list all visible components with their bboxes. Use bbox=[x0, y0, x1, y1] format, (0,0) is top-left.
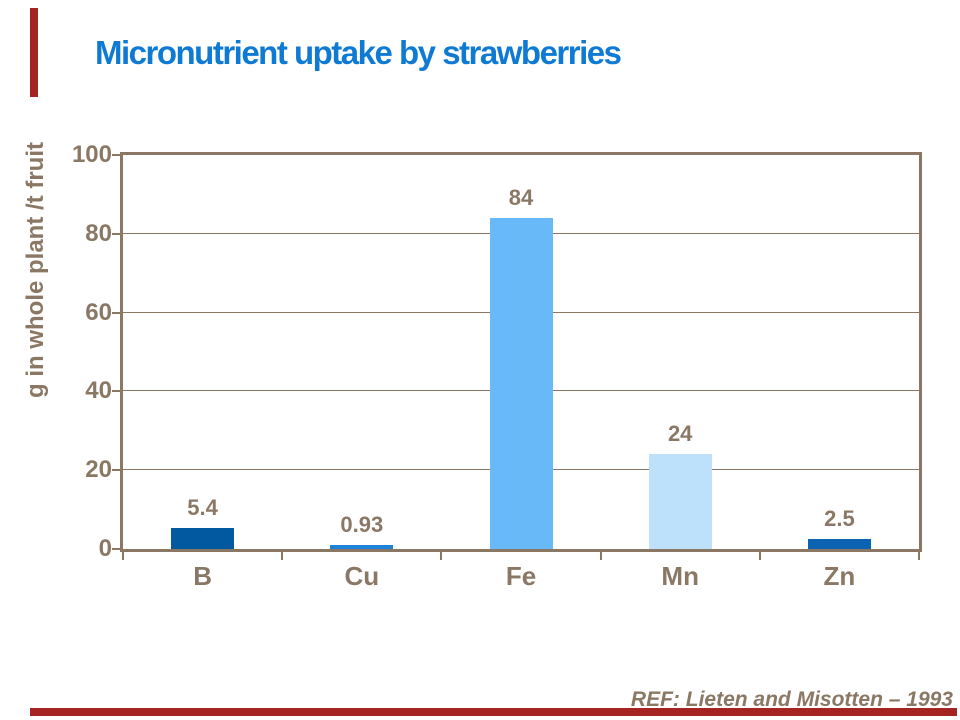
red-accent-bottom-bar bbox=[30, 708, 957, 716]
y-tick-mark-0 bbox=[112, 548, 123, 550]
y-tick-mark-80 bbox=[112, 232, 123, 235]
y-tick-label-20: 20 bbox=[85, 456, 112, 484]
x-tick-mark-3 bbox=[599, 552, 602, 560]
value-label-B: 5.4 bbox=[187, 494, 218, 520]
bar-Cu bbox=[330, 545, 394, 549]
chart-title: Micronutrient uptake by strawberries bbox=[95, 34, 622, 71]
category-label-Zn: Zn bbox=[823, 561, 856, 591]
bar-B bbox=[171, 527, 235, 549]
x-tick-mark-2 bbox=[440, 552, 443, 560]
y-tick-label-80: 80 bbox=[85, 219, 112, 247]
bar-Fe bbox=[489, 218, 553, 549]
y-tick-label-60: 60 bbox=[85, 298, 112, 326]
reference-text: REF: Lieten and Misotten – 1993 bbox=[630, 688, 953, 711]
y-tick-mark-100 bbox=[112, 154, 123, 156]
y-tick-mark-60 bbox=[112, 311, 123, 314]
y-tick-mark-40 bbox=[112, 390, 123, 393]
x-tick-mark-1 bbox=[281, 552, 284, 560]
category-label-Fe: Fe bbox=[505, 561, 537, 591]
y-tick-label-40: 40 bbox=[85, 377, 112, 405]
value-label-Mn: 24 bbox=[667, 421, 693, 447]
value-label-Fe: 84 bbox=[508, 185, 534, 211]
y-tick-mark-20 bbox=[112, 469, 123, 472]
category-label-Cu: Cu bbox=[344, 561, 380, 591]
category-label-Mn: Mn bbox=[661, 561, 699, 591]
value-label-Cu: 0.93 bbox=[340, 512, 384, 538]
bar-Zn bbox=[807, 539, 871, 549]
red-accent-vertical-bar bbox=[30, 8, 38, 97]
x-tick-mark-4 bbox=[758, 552, 761, 560]
y-tick-label-100: 100 bbox=[71, 141, 112, 168]
plot-area: 5.4 0.93 84 24 2.5 bbox=[120, 152, 922, 552]
y-axis-title: g in whole plant /t fruit bbox=[22, 142, 49, 398]
category-label-B: B bbox=[193, 561, 212, 591]
y-tick-label-0: 0 bbox=[98, 535, 112, 562]
x-tick-mark-5 bbox=[918, 552, 920, 560]
bar-Mn bbox=[648, 454, 712, 549]
x-tick-mark-0 bbox=[122, 552, 124, 560]
value-label-Zn: 2.5 bbox=[824, 506, 855, 532]
